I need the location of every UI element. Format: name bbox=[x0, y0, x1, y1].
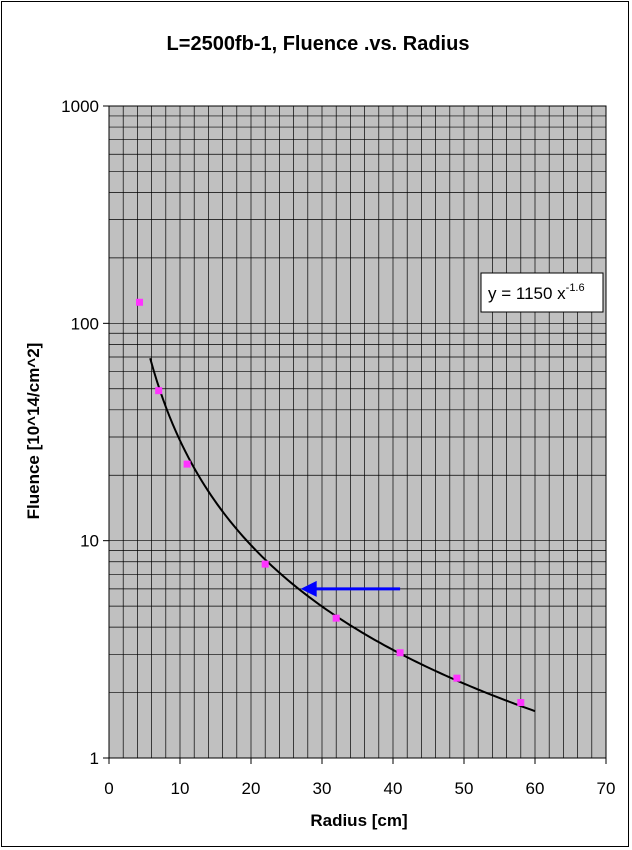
y-axis-title: Fluence [10^14/cm^2] bbox=[24, 343, 43, 520]
x-tick-label: 30 bbox=[313, 779, 332, 798]
equation-box: y = 1150 x-1.6 bbox=[480, 272, 604, 313]
x-tick-label: 60 bbox=[526, 779, 545, 798]
x-tick-label: 50 bbox=[455, 779, 474, 798]
data-markers bbox=[136, 298, 525, 707]
data-point bbox=[396, 649, 404, 657]
data-point bbox=[332, 614, 340, 622]
power-trendline bbox=[149, 358, 536, 713]
plot-area bbox=[109, 106, 606, 758]
data-point bbox=[261, 560, 269, 568]
y-tick-label: 1000 bbox=[61, 97, 99, 116]
data-point bbox=[155, 387, 163, 395]
equation-box-frame bbox=[480, 272, 604, 313]
data-point bbox=[517, 699, 525, 707]
x-axis-title: Radius [cm] bbox=[310, 811, 407, 830]
x-tick-label: 10 bbox=[171, 779, 190, 798]
y-axis-ticks: 1 10 100 1000 bbox=[61, 97, 109, 768]
y-tick-label: 100 bbox=[71, 314, 99, 333]
chart-title: L=2500fb-1, Fluence .vs. Radius bbox=[167, 33, 470, 55]
blue-arrow-annotation bbox=[300, 580, 401, 597]
data-point bbox=[453, 674, 461, 682]
data-point bbox=[183, 460, 191, 468]
equation-base: y = 1150 x bbox=[488, 284, 566, 303]
arrow-head bbox=[300, 580, 317, 597]
data-point bbox=[136, 298, 144, 306]
equation-exponent: -1.6 bbox=[566, 282, 585, 294]
x-axis-ticks: 0 10 20 30 40 50 60 70 bbox=[104, 758, 615, 798]
y-tick-label: 10 bbox=[80, 532, 99, 551]
trendline-equation: y = 1150 x-1.6 bbox=[488, 282, 585, 303]
x-tick-label: 20 bbox=[242, 779, 261, 798]
x-tick-label: 70 bbox=[597, 779, 616, 798]
plot-border bbox=[108, 105, 607, 759]
x-tick-label: 40 bbox=[384, 779, 403, 798]
grid-lines bbox=[109, 106, 606, 758]
y-tick-label: 1 bbox=[90, 749, 99, 768]
x-tick-label: 0 bbox=[104, 779, 113, 798]
